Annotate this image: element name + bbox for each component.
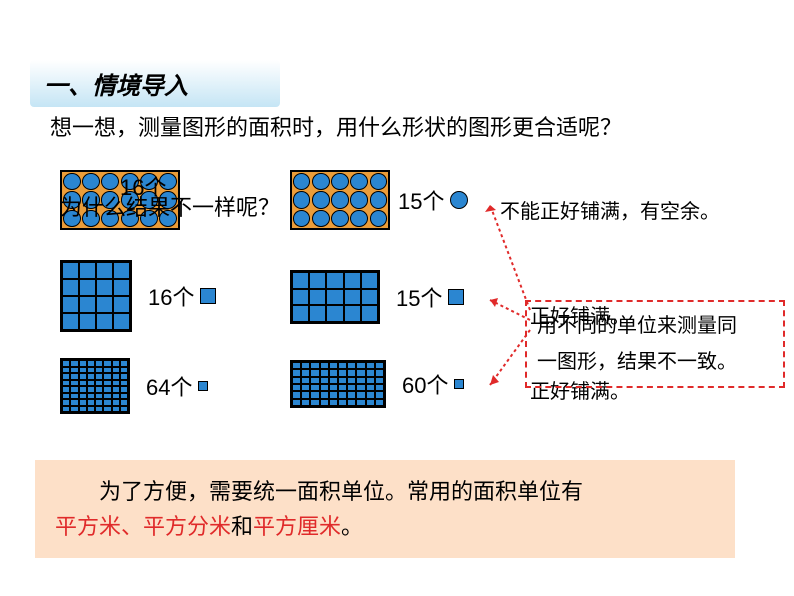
legend-square-icon	[448, 289, 464, 305]
square-grid-5x3	[290, 270, 380, 324]
count-label: 64个	[146, 370, 208, 402]
conclusion-units: 平方米、平方分米	[55, 514, 231, 539]
count-text: 16个	[148, 280, 194, 312]
circle-grid-5x3	[290, 170, 390, 230]
count-text: 60个	[402, 368, 448, 400]
conclusion-prefix: 为了方便，需要统一面积单位。常用的面积单位有	[55, 479, 583, 504]
conclusion-and: 和	[231, 514, 253, 539]
row2-left: 16个	[60, 260, 216, 332]
section-header: 一、情境导入	[30, 60, 280, 107]
square-grid-4x4	[60, 260, 132, 332]
dashed-line1: 用不同的单位来测量同	[537, 308, 773, 344]
dashed-note-box: 用不同的单位来测量同 一图形，结果不一致。	[525, 300, 785, 388]
legend-square-icon	[200, 288, 216, 304]
dashed-line2: 一图形，结果不一致。	[537, 344, 773, 380]
count-text: 64个	[146, 370, 192, 402]
red-dotted-arrows	[485, 200, 540, 400]
count-label: 60个	[402, 368, 464, 400]
count-label: 15个	[396, 281, 464, 313]
conclusion-period: 。	[341, 514, 363, 539]
overlay-why-different: 为什么结果不一样呢？	[60, 190, 280, 222]
conclusion-last: 平方厘米	[253, 514, 341, 539]
row3-left: 64个	[60, 358, 208, 414]
legend-circle-icon	[450, 191, 468, 209]
count-label: 15个	[398, 184, 468, 216]
overlay-16: 16个	[120, 170, 166, 202]
row2-right: 15个	[290, 270, 464, 324]
square-grid-8x8	[60, 358, 130, 414]
row1-right: 15个	[290, 170, 468, 230]
conclusion-box: 为了方便，需要统一面积单位。常用的面积单位有 平方米、平方分米和平方厘米。	[35, 460, 735, 558]
row3-right: 60个	[290, 360, 464, 408]
legend-square-sm-icon	[454, 379, 464, 389]
legend-square-sm-icon	[198, 381, 208, 391]
square-grid-10x6	[290, 360, 386, 408]
count-label: 16个	[148, 280, 216, 312]
main-question: 想一想，测量图形的面积时，用什么形状的图形更合适呢？	[50, 110, 622, 142]
count-text: 15个	[398, 184, 444, 216]
count-text: 15个	[396, 281, 442, 313]
